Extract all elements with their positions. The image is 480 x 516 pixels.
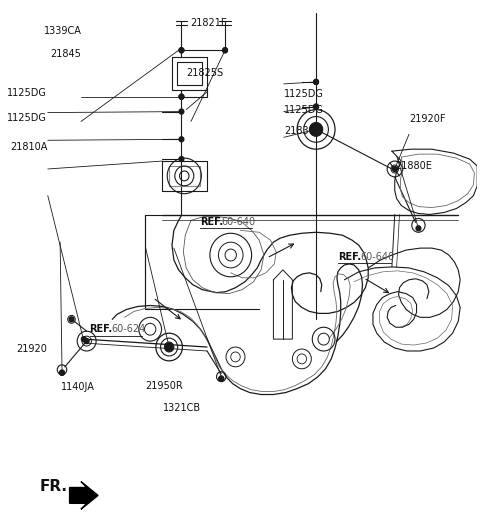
Circle shape xyxy=(60,370,64,375)
Circle shape xyxy=(179,109,184,114)
Circle shape xyxy=(314,79,318,85)
Polygon shape xyxy=(70,481,98,509)
Text: 21810A: 21810A xyxy=(10,142,47,152)
Text: 1140JA: 1140JA xyxy=(61,382,95,392)
Circle shape xyxy=(179,94,184,99)
Circle shape xyxy=(179,94,184,99)
Circle shape xyxy=(310,122,323,136)
Text: 1125DG: 1125DG xyxy=(284,89,324,99)
Circle shape xyxy=(223,48,228,53)
Circle shape xyxy=(69,317,74,322)
Text: REF.: REF. xyxy=(338,252,361,262)
Circle shape xyxy=(82,336,86,342)
Text: 21920F: 21920F xyxy=(409,114,445,124)
Circle shape xyxy=(314,104,318,109)
Text: 1339CA: 1339CA xyxy=(44,26,81,36)
Circle shape xyxy=(392,167,397,171)
Text: 1125DG: 1125DG xyxy=(7,112,47,123)
Text: 21845: 21845 xyxy=(50,49,81,59)
Circle shape xyxy=(164,342,174,352)
Circle shape xyxy=(314,104,318,109)
Circle shape xyxy=(219,376,224,381)
Text: REF.: REF. xyxy=(200,217,223,227)
Text: FR.: FR. xyxy=(39,479,68,494)
Circle shape xyxy=(179,48,184,53)
Text: 1125DG: 1125DG xyxy=(284,105,324,115)
Circle shape xyxy=(179,156,184,162)
Circle shape xyxy=(60,370,64,375)
Circle shape xyxy=(314,79,318,85)
Text: 60-640: 60-640 xyxy=(221,217,256,227)
Text: 21830: 21830 xyxy=(284,126,314,136)
Text: 21950R: 21950R xyxy=(145,381,183,391)
Circle shape xyxy=(223,48,228,53)
Text: 21880E: 21880E xyxy=(396,161,432,171)
Text: 21920: 21920 xyxy=(16,344,47,354)
Text: 60-640: 60-640 xyxy=(360,252,395,262)
Text: 21825S: 21825S xyxy=(186,68,223,78)
Text: 1125DG: 1125DG xyxy=(7,88,47,98)
Text: 1321CB: 1321CB xyxy=(163,402,202,413)
Circle shape xyxy=(416,226,421,231)
Circle shape xyxy=(314,127,318,132)
Text: REF.: REF. xyxy=(90,325,113,334)
Circle shape xyxy=(219,376,224,381)
Text: 60-624: 60-624 xyxy=(111,325,145,334)
Circle shape xyxy=(179,137,184,142)
Circle shape xyxy=(84,338,89,344)
Circle shape xyxy=(179,48,184,53)
Text: 21821E: 21821E xyxy=(191,18,228,28)
Circle shape xyxy=(167,345,171,349)
